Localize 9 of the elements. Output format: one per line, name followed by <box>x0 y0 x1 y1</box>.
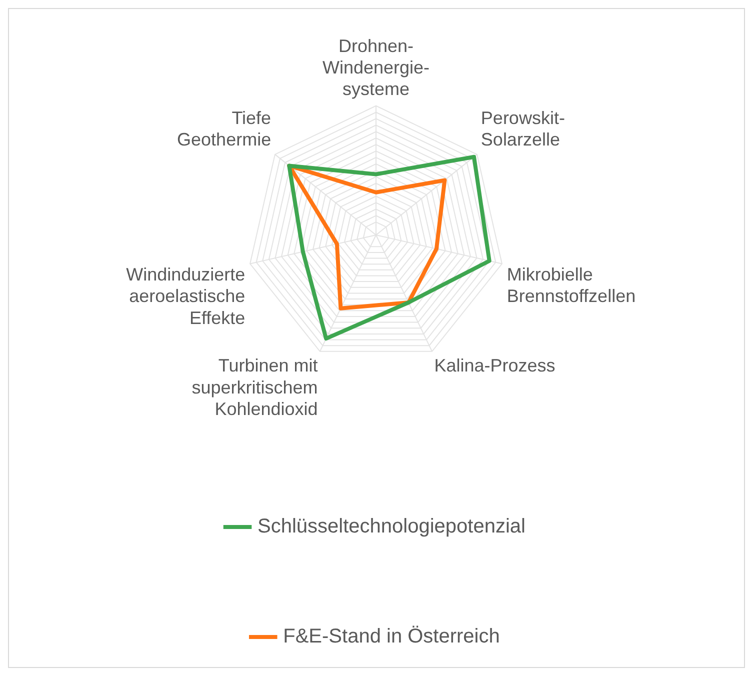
spoke-label: Kalina-Prozess <box>434 356 556 376</box>
spoke-label: Perowskit- Solarzelle <box>480 108 565 150</box>
spoke-label: Windinduzierte aeroelastische Effekte <box>126 264 246 328</box>
spoke-label: Mikrobielle Brennstoffzellen <box>506 264 636 306</box>
spoke-label: Turbinen mit superkritischem Kohlendioxid <box>192 356 318 419</box>
legend-label: Schlüsseltechnologiepotenzial <box>258 516 526 538</box>
spoke-label: Tiefe Geothermie <box>177 108 272 150</box>
spoke-label: Drohnen- Windenergie- systeme <box>322 36 430 99</box>
legend-label: F&E-Stand in Österreich <box>283 626 500 648</box>
